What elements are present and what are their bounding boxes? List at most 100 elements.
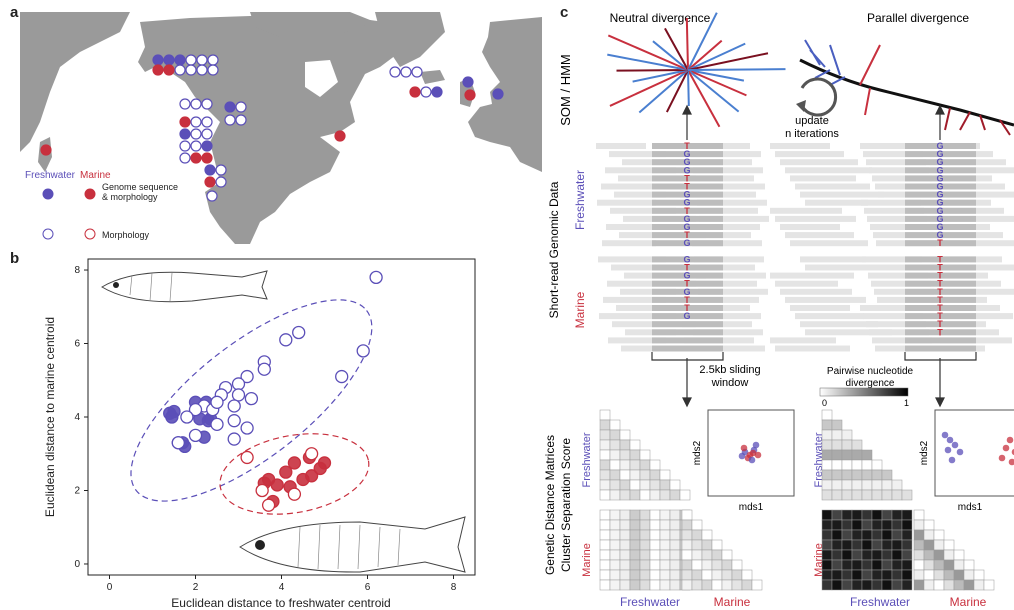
- y-axis-label: Euclidean distance to marine centroid: [43, 317, 57, 517]
- panel-label-a: a: [10, 4, 19, 21]
- map-site-dot: [334, 130, 346, 142]
- map-site-dot: [163, 54, 175, 66]
- allele-letter: G: [936, 182, 943, 192]
- map-site-dot: [185, 54, 197, 66]
- colorbar-max: 1: [904, 398, 909, 408]
- mds2-label-parallel: mds2: [919, 440, 930, 465]
- method-schematic: Neutral divergence Parallel divergence S…: [543, 11, 1014, 609]
- x-tick-label: 0: [107, 582, 113, 593]
- allele-letter: G: [936, 214, 943, 224]
- scatter-point: [270, 478, 284, 492]
- x-tick-label: 8: [451, 582, 457, 593]
- scatter-point: [240, 421, 254, 435]
- allele-letter: T: [684, 279, 690, 289]
- matrix-fw-row-label-left: Freshwater: [581, 432, 593, 487]
- map-site-dot: [431, 86, 443, 98]
- map-site-dot: [215, 176, 227, 188]
- map-site-dot: [206, 190, 218, 202]
- mds1-label-neutral: mds1: [739, 502, 764, 513]
- legend-fw-filled-dot: [42, 188, 54, 200]
- allele-letter: T: [937, 319, 943, 329]
- scatter-point: [304, 447, 319, 461]
- map-site-dot: [190, 116, 202, 128]
- map-site-dot: [201, 116, 213, 128]
- scatter-point: [165, 410, 179, 424]
- scatter-point: [231, 388, 246, 402]
- arctic-islands: [250, 12, 375, 37]
- map-site-dot: [235, 114, 247, 126]
- allele-letter: G: [936, 190, 943, 200]
- matrix-m-col-label-left: Marine: [714, 595, 751, 609]
- allele-letter: T: [684, 173, 690, 183]
- freshwater-reads-label: Freshwater: [573, 170, 587, 230]
- scatter-point: [369, 270, 383, 285]
- distance-matrices: [599, 409, 995, 591]
- scatter-point: [180, 410, 194, 424]
- allele-letter: T: [684, 303, 690, 313]
- scatter-point: [335, 369, 349, 384]
- map-site-dot: [174, 54, 186, 66]
- scatter-point: [257, 362, 271, 376]
- plot-frame: [87, 258, 476, 576]
- mds-points: [738, 431, 1014, 466]
- allele-letter: G: [683, 287, 690, 297]
- x-tick-label: 2: [193, 582, 199, 593]
- map-site-dot: [235, 101, 247, 113]
- allele-letter: G: [683, 222, 690, 232]
- north-america-landmass: [138, 15, 415, 244]
- legend-m-open-dot: [84, 228, 96, 240]
- window-label-2: window: [711, 377, 749, 389]
- allele-letter: G: [683, 190, 690, 200]
- world-map: Freshwater Marine Genome sequence & morp…: [20, 12, 542, 244]
- allele-letter: T: [684, 295, 690, 305]
- allele-letter: G: [936, 222, 943, 232]
- scatter-point: [227, 432, 241, 446]
- mds1-label-parallel: mds1: [958, 502, 983, 513]
- map-site-dot: [201, 98, 213, 110]
- panel-label-b: b: [10, 250, 20, 267]
- map-site-dot: [420, 86, 432, 98]
- scatter-point: [279, 465, 293, 479]
- neutral-divergence-title: Neutral divergence: [610, 11, 711, 25]
- marine-stickleback-drawing: [239, 516, 466, 573]
- scatter-point: [227, 399, 241, 413]
- allele-letter: G: [683, 165, 690, 175]
- allele-letter: G: [936, 165, 943, 175]
- map-site-dot: [224, 101, 236, 113]
- legend-fw-open-dot: [42, 228, 54, 240]
- allele-letter: G: [683, 157, 690, 167]
- matrix-fw-col-label-right: Freshwater: [850, 595, 910, 609]
- matrix-fw-col-label-left: Freshwater: [620, 595, 680, 609]
- short-read-genomic-label: Short-read Genomic Data: [547, 181, 561, 318]
- map-site-dot: [400, 66, 412, 78]
- scatter-point: [188, 428, 203, 443]
- x-tick-label: 4: [279, 582, 285, 593]
- matrices-label-1: Genetic Distance Matrices: [543, 435, 557, 575]
- scatter-point: [231, 377, 246, 391]
- allele-letter: T: [937, 279, 943, 289]
- legend-morphology-label: Morphology: [102, 230, 150, 240]
- allele-letter: T: [684, 230, 690, 240]
- allele-letter: T: [937, 287, 943, 297]
- allele-letter: G: [683, 254, 690, 264]
- x-tick-label: 6: [365, 582, 371, 593]
- scatter-point: [244, 391, 259, 406]
- map-site-dot: [190, 152, 202, 164]
- allele-letter: T: [937, 238, 943, 248]
- allele-letter: T: [937, 311, 943, 321]
- scatter-point: [292, 325, 306, 340]
- scatter-point: [304, 469, 319, 483]
- scatter-point: [171, 436, 185, 450]
- scatter-point: [227, 414, 241, 428]
- map-site-dot: [190, 98, 202, 110]
- allele-letter: T: [684, 182, 690, 192]
- som-hmm-label: SOM / HMM: [558, 54, 573, 126]
- map-site-dot: [179, 152, 191, 164]
- greenland: [375, 12, 445, 67]
- map-site-dot: [179, 140, 191, 152]
- legend-genome-label-1: Genome sequence: [102, 182, 178, 192]
- allele-letter: G: [683, 311, 690, 321]
- legend-genome-label-2: & morphology: [102, 192, 158, 202]
- allele-letter: T: [937, 303, 943, 313]
- scatter-plot: 0 2 4 6 8 0 2 4 6 8 Euclidean distance to freshwa…: [43, 258, 476, 610]
